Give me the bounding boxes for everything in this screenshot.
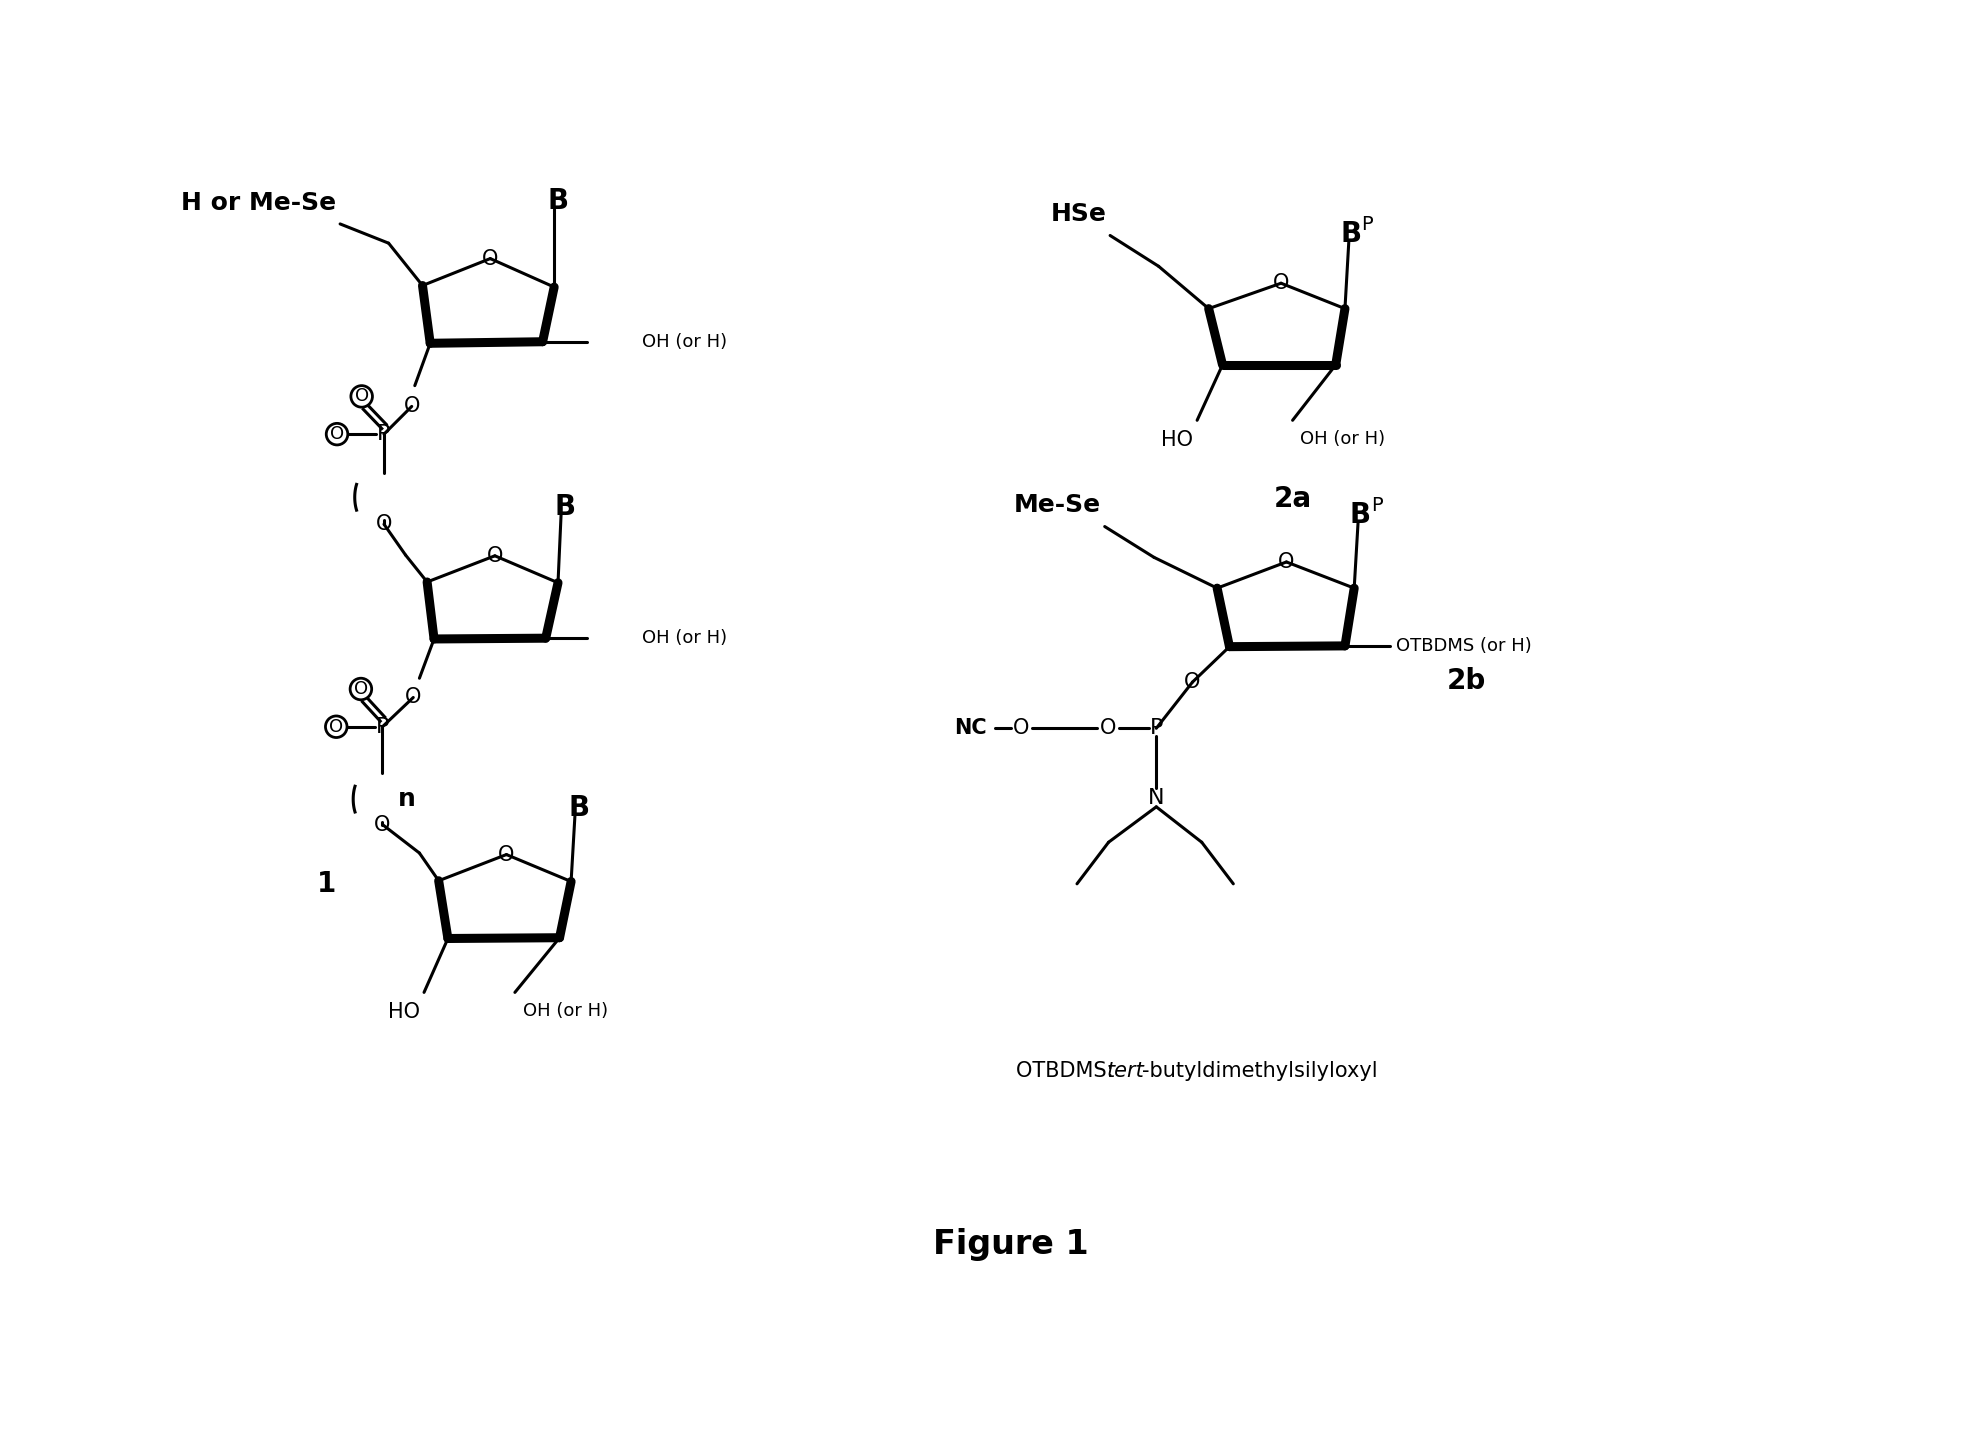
Text: B: B [568,794,590,822]
Text: OH (or H): OH (or H) [523,1001,608,1020]
Text: P: P [1150,719,1162,739]
Text: O: O [329,717,343,736]
Text: O: O [375,814,391,835]
Text: NC: NC [955,719,986,739]
Text: B: B [1340,220,1361,248]
Text: OTBDMS (or H): OTBDMS (or H) [1395,638,1531,655]
Text: O: O [487,546,503,565]
Text: O: O [1014,719,1030,739]
Text: HSe: HSe [1050,203,1107,226]
Text: OTBDMS:: OTBDMS: [1016,1061,1121,1081]
Circle shape [326,716,347,738]
Text: P: P [1371,496,1383,516]
Circle shape [351,385,373,407]
Text: 1: 1 [316,869,335,898]
Text: OH (or H): OH (or H) [1300,429,1385,448]
Text: O: O [1279,552,1294,572]
Text: 2b: 2b [1446,667,1486,694]
Text: P: P [377,425,391,445]
Circle shape [349,678,371,700]
Text: O: O [1099,719,1117,739]
Text: P: P [1361,216,1373,235]
Text: HO: HO [1162,429,1194,449]
Text: O: O [353,680,367,698]
Text: 2a: 2a [1273,485,1312,513]
Text: N: N [1148,788,1164,807]
Text: B: B [547,187,568,214]
Text: OH (or H): OH (or H) [641,333,728,351]
Text: O: O [404,397,420,416]
Text: Me-Se: Me-Se [1014,493,1101,517]
Text: H or Me-Se: H or Me-Se [182,191,335,214]
Text: O: O [499,845,515,865]
Text: P: P [375,717,389,736]
Text: O: O [1184,672,1202,693]
Text: Figure 1: Figure 1 [933,1227,1089,1261]
Text: HO: HO [389,1001,420,1022]
Text: O: O [481,249,499,268]
Text: O: O [1273,274,1288,293]
Text: O: O [355,387,369,406]
Text: -butyldimethylsilyloxyl: -butyldimethylsilyloxyl [1142,1061,1377,1081]
Text: tert: tert [1107,1061,1144,1081]
Text: O: O [404,687,422,707]
Text: B: B [1350,501,1371,529]
Text: n: n [399,787,416,811]
Text: O: O [375,514,393,535]
Text: OH (or H): OH (or H) [641,629,728,648]
Text: O: O [329,425,343,443]
Circle shape [326,423,347,445]
Text: B: B [554,493,576,520]
